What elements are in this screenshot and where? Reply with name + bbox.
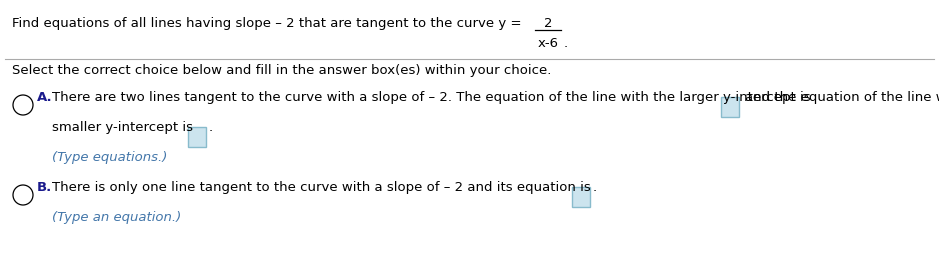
Text: Select the correct choice below and fill in the answer box(es) within your choic: Select the correct choice below and fill… <box>12 64 551 77</box>
Text: 2: 2 <box>544 17 552 30</box>
Text: .: . <box>564 37 568 50</box>
Text: There are two lines tangent to the curve with a slope of – 2. The equation of th: There are two lines tangent to the curve… <box>52 91 810 104</box>
FancyBboxPatch shape <box>721 97 739 117</box>
Text: smaller y-intercept is: smaller y-intercept is <box>52 121 193 134</box>
Text: x-6: x-6 <box>537 37 559 50</box>
Text: (Type an equation.): (Type an equation.) <box>52 211 181 224</box>
Text: There is only one line tangent to the curve with a slope of – 2 and its equation: There is only one line tangent to the cu… <box>52 181 591 194</box>
FancyBboxPatch shape <box>572 187 590 207</box>
Text: Find equations of all lines having slope – 2 that are tangent to the curve y =: Find equations of all lines having slope… <box>12 17 521 30</box>
Text: (Type equations.): (Type equations.) <box>52 151 167 164</box>
Text: B.: B. <box>37 181 53 194</box>
Text: .: . <box>593 181 597 194</box>
FancyBboxPatch shape <box>188 127 206 147</box>
Text: .: . <box>209 121 213 134</box>
Text: A.: A. <box>37 91 53 104</box>
Text: and the equation of the line with the: and the equation of the line with the <box>745 91 939 104</box>
